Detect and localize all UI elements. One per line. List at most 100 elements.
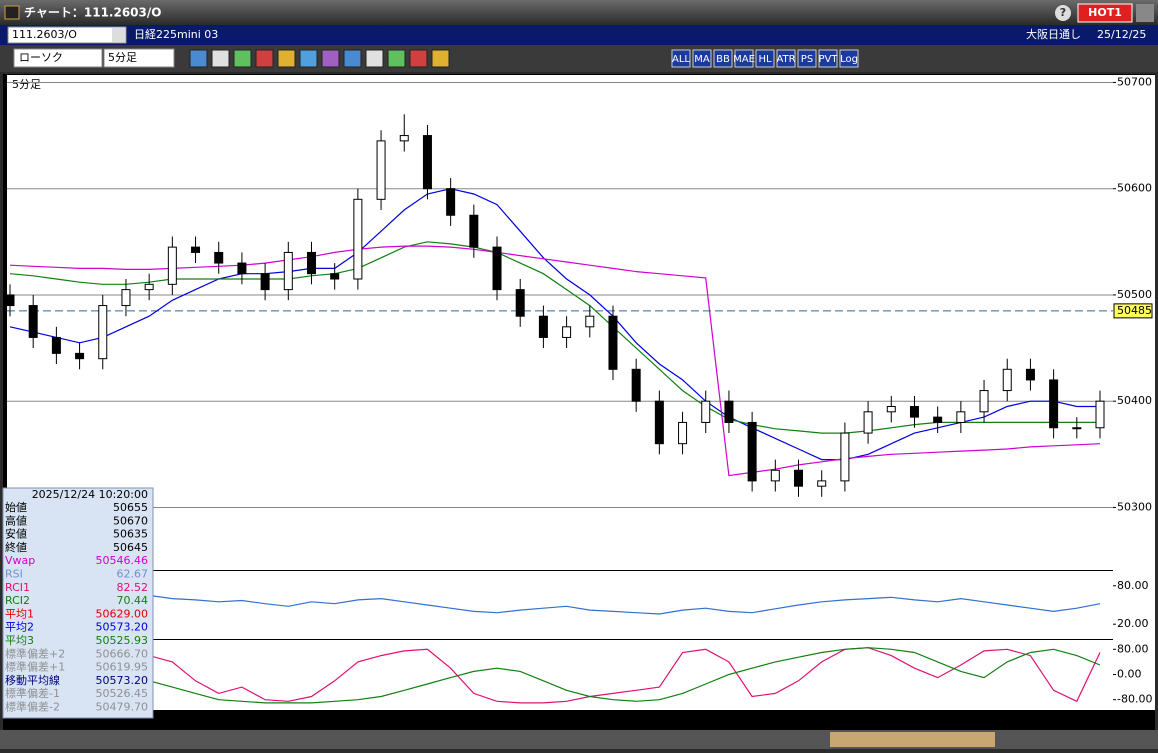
info-value: 50645	[113, 541, 148, 554]
info-label: RCI2	[5, 594, 30, 607]
tool-icon[interactable]	[299, 49, 318, 68]
info-label: 平均3	[5, 634, 34, 647]
window-title: チャート：111.2603/O	[24, 6, 161, 20]
info-value: 50670	[113, 514, 148, 527]
candle-body	[701, 400, 711, 423]
tool-icon[interactable]	[365, 49, 384, 68]
candle-body	[863, 411, 873, 434]
app-icon	[4, 5, 20, 20]
info-label: 安値	[5, 527, 27, 541]
candle-body	[167, 246, 177, 285]
candle-body	[75, 352, 85, 360]
close-button[interactable]	[1136, 4, 1154, 22]
info-label: RCI1	[5, 581, 30, 594]
info-value: 82.52	[117, 581, 149, 594]
symbol-dropdown[interactable]	[112, 28, 125, 42]
candle-body	[794, 469, 804, 487]
tool-icon[interactable]	[321, 49, 340, 68]
hot-label: HOT1	[1088, 6, 1122, 19]
instrument-name: 日経225mini 03	[134, 28, 218, 41]
tool-icon[interactable]	[671, 49, 691, 68]
x-tick-label: 14	[605, 712, 621, 725]
scroll-thumb[interactable]	[830, 732, 995, 747]
candle-body	[306, 251, 316, 275]
candle-body	[144, 283, 154, 291]
tool-icon[interactable]	[343, 49, 362, 68]
indicator-line	[9, 188, 1100, 461]
tool-icon[interactable]	[797, 49, 817, 68]
info-label: RSI	[5, 568, 23, 581]
candle-body	[1025, 368, 1035, 381]
info-label: 始値	[5, 500, 27, 514]
candle-body	[956, 411, 966, 423]
candle-body	[422, 135, 432, 190]
info-label: 平均1	[5, 607, 34, 620]
tool-icon[interactable]	[409, 49, 428, 68]
info-value: 50619.95	[96, 661, 149, 674]
tool-icon[interactable]	[233, 49, 252, 68]
tool-icon-label: HL	[758, 54, 772, 65]
tool-icon[interactable]	[431, 49, 450, 68]
tool-icon[interactable]	[776, 49, 796, 68]
candle-body	[724, 400, 734, 423]
candle-body	[376, 140, 386, 200]
info-label: 高値	[5, 513, 27, 527]
x-tick-label: 24/8:45	[265, 712, 312, 725]
header-bar	[0, 25, 1158, 45]
x-tick-label: 17:00	[711, 712, 746, 725]
x-tick-label: 5	[215, 712, 223, 725]
interval: 5分足	[108, 51, 137, 64]
indicator-line	[9, 588, 1101, 615]
tool-icon[interactable]	[255, 49, 274, 68]
candle-body	[214, 251, 224, 264]
tool-icon-label: PVT	[819, 54, 839, 65]
tool-icon[interactable]	[277, 49, 296, 68]
candle-body	[654, 400, 664, 445]
x-tick-label: 11	[420, 712, 435, 725]
tool-icon[interactable]	[211, 49, 230, 68]
info-value: 50526.45	[96, 687, 149, 700]
style-select[interactable]	[13, 48, 103, 68]
y-tick-label: -80.00	[1117, 693, 1152, 706]
y-axis-area	[1113, 75, 1155, 710]
info-value: 50479.70	[96, 701, 149, 714]
tool-icon-label: MAE	[733, 54, 755, 65]
candle-body	[631, 368, 641, 402]
tool-icon-label: PS	[801, 54, 813, 65]
candle-body	[353, 198, 363, 280]
info-value: 50629.00	[96, 607, 149, 620]
indicator-line	[9, 245, 1101, 477]
candle-body	[399, 135, 409, 142]
candle-body	[886, 406, 896, 413]
tool-icon[interactable]	[189, 49, 208, 68]
symbol-box[interactable]	[7, 26, 127, 44]
info-label: 標準偏差-1	[5, 686, 60, 700]
candle-body	[98, 305, 108, 360]
candle-body	[28, 305, 38, 338]
tool-icon[interactable]	[692, 49, 712, 68]
tool-icon[interactable]	[713, 49, 733, 68]
tool-icon[interactable]	[755, 49, 775, 68]
help-button[interactable]	[1055, 5, 1071, 21]
panel-label: 5分足	[12, 78, 41, 91]
rsi-panel	[7, 571, 1113, 639]
tool-icon[interactable]	[839, 49, 859, 68]
tool-icon[interactable]	[818, 49, 838, 68]
candle-body	[260, 273, 270, 291]
candle-body	[492, 246, 502, 291]
candle-body	[608, 315, 618, 370]
session: 大阪日通し	[1026, 27, 1081, 41]
candle-body	[585, 315, 595, 328]
info-label: 標準偏差+1	[5, 660, 65, 674]
tool-icon-label: ALL	[672, 54, 690, 65]
tool-icon[interactable]	[734, 49, 754, 68]
candle-body	[840, 432, 850, 482]
y-tick-label: 50500	[1117, 288, 1152, 301]
interval-select[interactable]	[103, 48, 175, 68]
candle-body	[330, 273, 340, 280]
candle-body	[1095, 400, 1105, 429]
y-tick-label: 20.00	[1117, 617, 1149, 630]
candle-body	[5, 294, 15, 307]
tool-icon[interactable]	[387, 49, 406, 68]
hot-button[interactable]	[1077, 3, 1133, 23]
